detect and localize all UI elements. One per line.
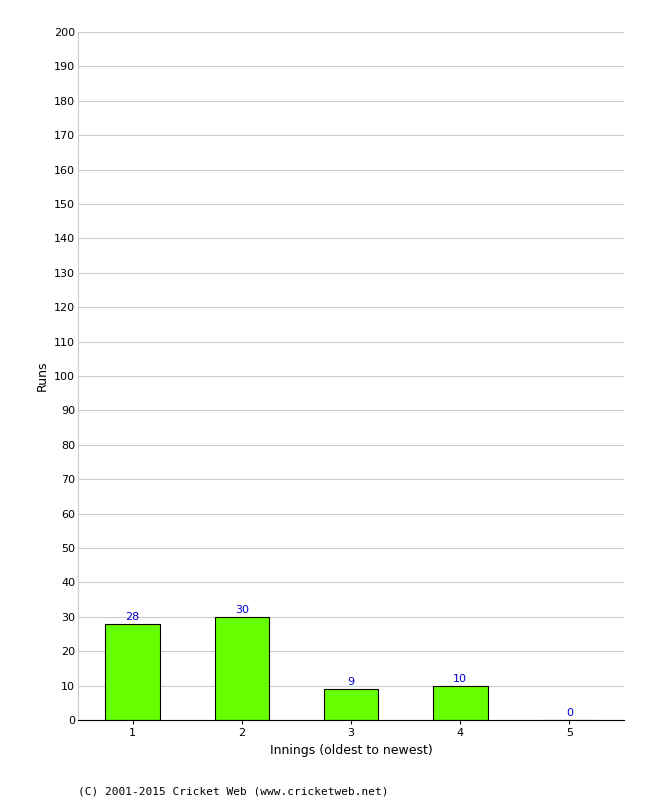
Text: 30: 30 — [235, 605, 249, 615]
Text: 9: 9 — [348, 678, 354, 687]
X-axis label: Innings (oldest to newest): Innings (oldest to newest) — [270, 744, 432, 757]
Text: 0: 0 — [566, 708, 573, 718]
Bar — [214, 617, 269, 720]
Bar — [324, 689, 378, 720]
Text: 28: 28 — [125, 612, 140, 622]
Text: (C) 2001-2015 Cricket Web (www.cricketweb.net): (C) 2001-2015 Cricket Web (www.cricketwe… — [78, 786, 389, 796]
Bar — [105, 624, 160, 720]
Text: 10: 10 — [453, 674, 467, 684]
Y-axis label: Runs: Runs — [36, 361, 49, 391]
Bar — [433, 686, 488, 720]
